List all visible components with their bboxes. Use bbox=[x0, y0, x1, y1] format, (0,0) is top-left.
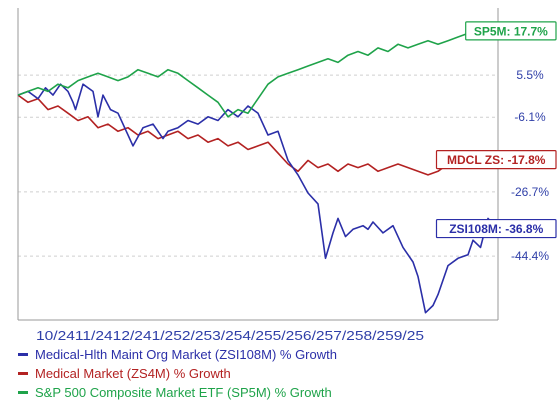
series-end-label-box bbox=[435, 150, 557, 170]
series-line bbox=[17, 83, 499, 314]
series-line bbox=[17, 30, 499, 118]
x-tick-labels: 10/2411/2412/241/252/253/254/255/256/257… bbox=[36, 329, 424, 343]
legend-label: S&P 500 Composite Market ETF (SP5M) % Gr… bbox=[35, 385, 332, 400]
y-tick-label: 5.5% bbox=[516, 68, 544, 82]
series-end-label: ZSI108M: -36.8% bbox=[449, 222, 543, 236]
legend-swatch bbox=[18, 372, 28, 375]
legend-label: Medical Market (ZS4M) % Growth bbox=[35, 366, 231, 381]
series-end-label: MDCL ZS: -17.8% bbox=[447, 153, 546, 167]
y-tick-label: -26.7% bbox=[511, 185, 549, 199]
series-end-label: SP5M: 17.7% bbox=[474, 24, 548, 38]
y-tick-label: -44.4% bbox=[511, 249, 549, 263]
series-line bbox=[17, 94, 499, 176]
legend-swatch bbox=[18, 353, 28, 356]
legend-swatch bbox=[18, 391, 28, 394]
series-end-label-box bbox=[465, 21, 557, 41]
series-end-label-box bbox=[435, 218, 557, 239]
legend-item: S&P 500 Composite Market ETF (SP5M) % Gr… bbox=[18, 383, 337, 402]
legend-label: Medical-Hlth Maint Org Market (ZSI108M) … bbox=[35, 347, 337, 362]
y-tick-label: -6.1% bbox=[514, 110, 546, 124]
legend: Medical-Hlth Maint Org Market (ZSI108M) … bbox=[18, 345, 337, 402]
legend-item: Medical-Hlth Maint Org Market (ZSI108M) … bbox=[18, 345, 337, 364]
legend-item: Medical Market (ZS4M) % Growth bbox=[18, 364, 337, 383]
